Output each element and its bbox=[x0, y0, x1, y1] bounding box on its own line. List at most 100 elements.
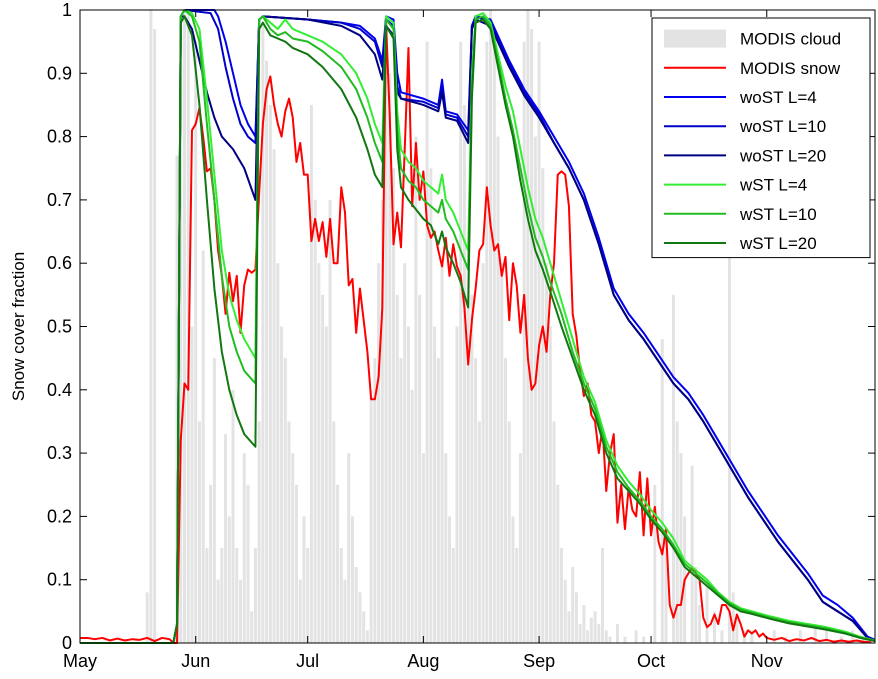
cloud-bar bbox=[470, 294, 474, 643]
x-tick-label: Sep bbox=[523, 651, 555, 671]
cloud-bar bbox=[574, 592, 578, 643]
cloud-bar bbox=[280, 326, 284, 643]
cloud-bar bbox=[436, 358, 440, 643]
cloud-bar bbox=[713, 611, 716, 643]
x-axis: May Jun Jul Aug Sep Oct Nov bbox=[63, 10, 783, 671]
cloud-bar bbox=[593, 611, 597, 643]
cloud-bar bbox=[615, 624, 619, 643]
cloud-bar bbox=[578, 624, 582, 643]
legend: MODIS cloud MODIS snow woST L=4 woST L=10 wo… bbox=[651, 17, 871, 259]
x-tick-label: Jun bbox=[181, 651, 210, 671]
cloud-bar bbox=[634, 630, 638, 643]
cloud-bar bbox=[332, 421, 336, 643]
series-line-wst-l-4 bbox=[80, 9, 876, 644]
cloud-bar bbox=[772, 630, 776, 643]
cloud-bar bbox=[750, 630, 754, 643]
legend-label: MODIS cloud bbox=[740, 30, 841, 49]
cloud-bar bbox=[224, 434, 228, 643]
cloud-bar bbox=[440, 263, 444, 643]
x-tick-label: Jul bbox=[296, 651, 319, 671]
cloud-bar bbox=[395, 294, 399, 643]
cloud-bar bbox=[250, 611, 254, 643]
cloud-bar bbox=[451, 548, 455, 643]
legend-label: woST L=4 bbox=[739, 88, 817, 107]
cloud-bar bbox=[489, 10, 493, 643]
cloud-bar bbox=[653, 484, 657, 643]
cloud-bar bbox=[705, 586, 709, 643]
legend-label: MODIS snow bbox=[740, 59, 841, 78]
cloud-bar bbox=[421, 453, 425, 643]
series-line-wost-l-20 bbox=[80, 15, 876, 644]
y-tick-label: 0.5 bbox=[47, 317, 72, 337]
cloud-bar bbox=[235, 548, 239, 643]
cloud-bar bbox=[448, 516, 451, 643]
cloud-bar bbox=[545, 263, 549, 643]
cloud-bar bbox=[515, 548, 519, 643]
cloud-bar bbox=[328, 199, 332, 643]
cloud-bar bbox=[179, 35, 183, 643]
cloud-bar bbox=[798, 630, 802, 643]
cloud-bar bbox=[477, 421, 481, 643]
cloud-bar bbox=[556, 484, 560, 643]
cloud-bar bbox=[675, 421, 679, 643]
cloud-bar bbox=[317, 263, 321, 643]
cloud-bar bbox=[384, 22, 388, 644]
cloud-bar bbox=[365, 630, 369, 643]
cloud-bar bbox=[175, 155, 179, 643]
cloud-bar bbox=[492, 41, 496, 643]
cloud-bar bbox=[347, 453, 351, 643]
cloud-bar bbox=[324, 326, 328, 643]
cloud-bar bbox=[563, 579, 567, 643]
cloud-bar bbox=[153, 28, 157, 644]
cloud-bar bbox=[813, 624, 817, 643]
cloud-bar bbox=[526, 10, 530, 643]
cloud-bar bbox=[388, 73, 392, 644]
cloud-bar bbox=[362, 611, 366, 643]
cloud-bar bbox=[507, 421, 511, 643]
cloud-bar bbox=[410, 389, 414, 643]
cloud-bar bbox=[425, 41, 429, 643]
y-tick-label: 0.1 bbox=[47, 570, 72, 590]
cloud-bar bbox=[373, 358, 377, 643]
cloud-bar bbox=[571, 567, 575, 643]
legend-label: woST L=10 bbox=[739, 117, 826, 136]
y-tick-label: 0.4 bbox=[47, 380, 72, 400]
cloud-bar bbox=[694, 567, 698, 643]
cloud-bar bbox=[294, 484, 298, 643]
cloud-bar bbox=[205, 548, 209, 643]
cloud-bar bbox=[216, 579, 220, 643]
y-tick-label: 0 bbox=[62, 633, 72, 653]
cloud-bar bbox=[403, 263, 407, 643]
cloud-bar bbox=[429, 168, 433, 643]
cloud-bar bbox=[418, 294, 422, 643]
cloud-bar bbox=[444, 453, 448, 643]
y-tick-label: 1 bbox=[62, 0, 72, 20]
cloud-bar bbox=[481, 263, 485, 643]
cloud-bar bbox=[380, 199, 384, 643]
x-tick-label: Aug bbox=[407, 651, 439, 671]
cloud-bar bbox=[242, 453, 246, 643]
cloud-bar bbox=[197, 421, 201, 643]
cloud-bar bbox=[698, 605, 702, 643]
cloud-bar bbox=[601, 548, 605, 643]
cloud-bar bbox=[302, 516, 306, 643]
cloud-bar bbox=[589, 617, 593, 643]
cloud-bar bbox=[220, 548, 224, 643]
cloud-bar bbox=[261, 22, 265, 644]
cloud-bar bbox=[257, 421, 261, 643]
series-lines bbox=[80, 9, 876, 644]
cloud-bar bbox=[369, 389, 373, 643]
cloud-bar bbox=[377, 263, 381, 643]
cloud-bar bbox=[567, 611, 571, 643]
cloud-bar bbox=[586, 630, 590, 643]
cloud-bar bbox=[414, 136, 418, 643]
cloud-bars bbox=[145, 10, 866, 644]
cloud-bar bbox=[358, 592, 362, 643]
cloud-bar bbox=[466, 263, 470, 643]
legend-box bbox=[651, 17, 871, 259]
cloud-bar bbox=[350, 516, 354, 643]
cloud-bar bbox=[455, 326, 459, 643]
series-line-modis-snow bbox=[80, 21, 872, 644]
series-line-wst-l-10 bbox=[80, 9, 876, 644]
cloud-bar bbox=[268, 104, 272, 643]
